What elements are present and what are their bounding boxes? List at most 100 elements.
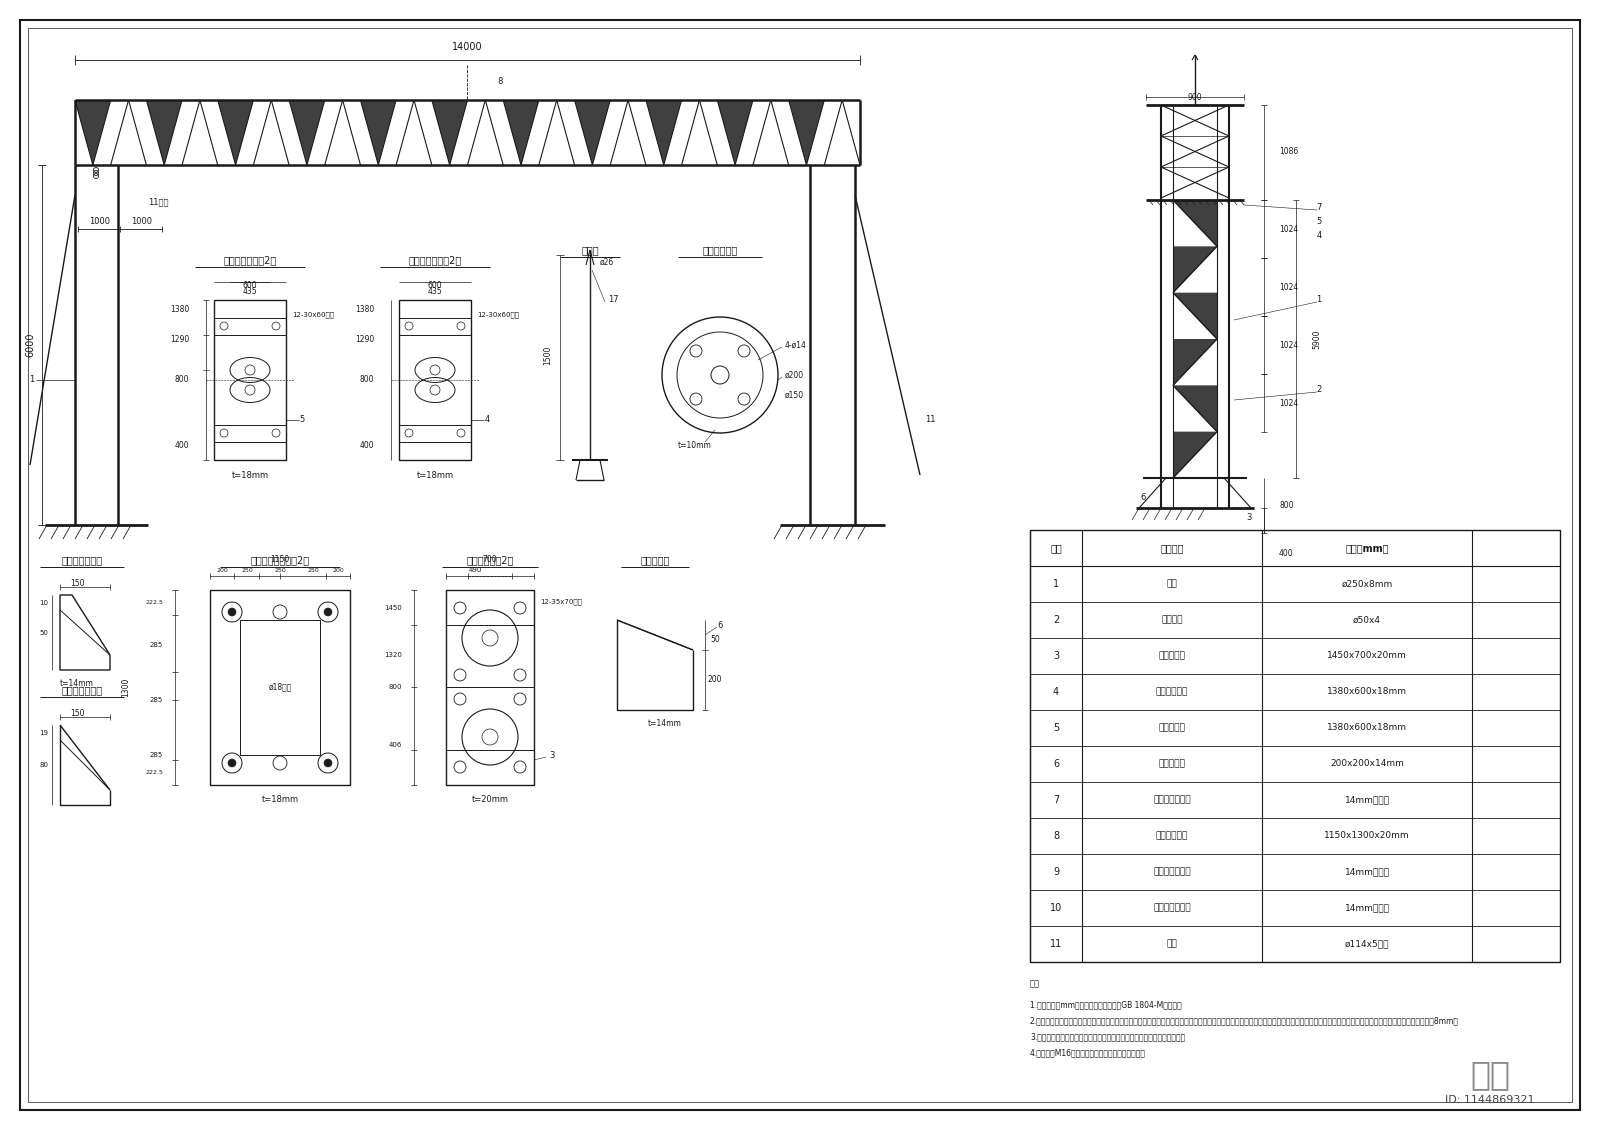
- Bar: [210, 590, 350, 785]
- Polygon shape: [1173, 432, 1218, 478]
- Text: 6: 6: [1141, 493, 1146, 502]
- Text: 285: 285: [150, 642, 163, 648]
- Polygon shape: [1173, 247, 1218, 293]
- Text: 14mm厚钢板: 14mm厚钢板: [1344, 904, 1389, 913]
- Text: 2.焊缝采用围焊（满焊）连接，焊缝采用连续施焊，不得有未渗化、未焊透、气泡、裂纹、烧穿等焊接缺陷。焊缝坡平留可靠，并磨平搭接处焊缝。加劲板采用双面角焊缝。所有焊: 2.焊缝采用围焊（满焊）连接，焊缝采用连续施焊，不得有未渗化、未焊透、气泡、裂纹…: [1030, 1016, 1459, 1025]
- Text: 6: 6: [717, 621, 723, 630]
- Text: 19: 19: [40, 729, 48, 736]
- Text: 600: 600: [243, 280, 258, 290]
- Text: 横梁法兰一: 横梁法兰一: [1158, 724, 1186, 733]
- Text: 285: 285: [150, 752, 163, 758]
- Text: 14000: 14000: [453, 42, 483, 52]
- Text: 主杆: 主杆: [1166, 579, 1178, 588]
- Text: 立柱顶法兰一: 立柱顶法兰一: [1155, 688, 1189, 697]
- Text: 知末: 知末: [1470, 1059, 1510, 1091]
- Text: 对接法兰筋板二: 对接法兰筋板二: [61, 685, 102, 696]
- Text: 3: 3: [1246, 513, 1251, 523]
- Text: 横梁对接法兰: 横梁对接法兰: [1155, 831, 1189, 840]
- Text: t=18mm: t=18mm: [416, 470, 453, 480]
- Text: 14mm厚钢板: 14mm厚钢板: [1344, 867, 1389, 877]
- Text: 10: 10: [40, 601, 48, 606]
- Text: 11: 11: [1050, 939, 1062, 949]
- Text: 8: 8: [1053, 831, 1059, 841]
- Text: 横梁连接法兰：2块: 横梁连接法兰：2块: [224, 254, 277, 265]
- Text: 490: 490: [469, 567, 482, 573]
- Text: ø26: ø26: [600, 258, 614, 267]
- Bar: [1030, 530, 1560, 962]
- Text: 规格（mm）: 规格（mm）: [1346, 543, 1389, 553]
- Text: 50: 50: [40, 630, 48, 636]
- Text: 80: 80: [40, 762, 48, 768]
- Text: 250: 250: [274, 568, 286, 572]
- Text: 材料名称: 材料名称: [1160, 543, 1184, 553]
- Text: 1: 1: [29, 375, 35, 385]
- Text: t=14mm: t=14mm: [648, 718, 682, 727]
- Text: ø150: ø150: [786, 390, 805, 399]
- Text: 立柱顶法兰筋板: 立柱顶法兰筋板: [1154, 795, 1190, 804]
- Text: 9: 9: [1053, 867, 1059, 877]
- Text: 对接法兰筋板二: 对接法兰筋板二: [1154, 904, 1190, 913]
- Text: 400: 400: [174, 440, 189, 449]
- Text: t=10mm: t=10mm: [678, 440, 712, 449]
- Text: 3.焊接组件中，各零部件位置尺寸应准确，并保证各孔位不得有偏移现象；: 3.焊接组件中，各零部件位置尺寸应准确，并保证各孔位不得有偏移现象；: [1030, 1031, 1186, 1041]
- Text: 12-30x60螺孔: 12-30x60螺孔: [291, 312, 334, 318]
- Bar: [398, 300, 470, 460]
- Text: 1320: 1320: [384, 651, 402, 658]
- Text: 7: 7: [1317, 204, 1322, 213]
- Text: 50: 50: [710, 636, 720, 645]
- Text: 底法兰筋板: 底法兰筋板: [1158, 760, 1186, 768]
- Polygon shape: [502, 100, 539, 165]
- Circle shape: [229, 759, 237, 767]
- Polygon shape: [290, 100, 325, 165]
- Text: 1024: 1024: [1278, 398, 1298, 407]
- Text: 对接法兰筋板一: 对接法兰筋板一: [61, 555, 102, 566]
- Text: 4: 4: [1317, 231, 1322, 240]
- Text: 12-30x60螺孔: 12-30x60螺孔: [477, 312, 518, 318]
- Text: 2: 2: [1317, 386, 1322, 395]
- Polygon shape: [1173, 293, 1218, 339]
- Text: 222.5: 222.5: [146, 770, 163, 776]
- Text: 3: 3: [1053, 651, 1059, 661]
- Text: 1290: 1290: [355, 336, 374, 345]
- Text: 立柱底法兰：2块: 立柱底法兰：2块: [466, 555, 514, 566]
- Circle shape: [229, 608, 237, 616]
- Text: 1150: 1150: [270, 555, 290, 564]
- Text: 400: 400: [360, 440, 374, 449]
- Text: 1450x700x20mm: 1450x700x20mm: [1326, 651, 1406, 661]
- Text: 8: 8: [498, 78, 502, 86]
- Text: 400: 400: [1278, 549, 1294, 558]
- Polygon shape: [1173, 339, 1218, 386]
- Text: 对接法兰筋板一: 对接法兰筋板一: [1154, 867, 1190, 877]
- Text: 3: 3: [549, 751, 554, 760]
- Polygon shape: [789, 100, 824, 165]
- Text: 斜撑: 斜撑: [1166, 940, 1178, 949]
- Text: 222.5: 222.5: [146, 599, 163, 604]
- Polygon shape: [1173, 200, 1218, 247]
- Text: t=18mm: t=18mm: [261, 795, 299, 804]
- Text: 1024: 1024: [1278, 224, 1298, 233]
- Text: 11: 11: [925, 415, 936, 424]
- Text: 1150x1300x20mm: 1150x1300x20mm: [1325, 831, 1410, 840]
- Text: 1: 1: [1317, 295, 1322, 304]
- Text: ø50x4: ø50x4: [1354, 615, 1381, 624]
- Text: 1380x600x18mm: 1380x600x18mm: [1326, 724, 1406, 733]
- Text: 1024: 1024: [1278, 283, 1298, 292]
- Text: 200: 200: [216, 568, 227, 572]
- Text: 1500: 1500: [544, 345, 552, 364]
- Text: 5: 5: [1053, 723, 1059, 733]
- Text: 5: 5: [1317, 217, 1322, 226]
- Text: ø18螺孔: ø18螺孔: [269, 682, 291, 691]
- Polygon shape: [646, 100, 682, 165]
- Polygon shape: [1173, 386, 1218, 432]
- Text: 285: 285: [150, 697, 163, 703]
- Text: 1000: 1000: [90, 217, 110, 226]
- Text: 2: 2: [1053, 615, 1059, 625]
- Text: 250: 250: [307, 568, 318, 572]
- Text: 800: 800: [1278, 501, 1293, 509]
- Text: 435: 435: [243, 287, 258, 296]
- Text: 600: 600: [427, 280, 442, 290]
- Text: ø114x5钢管: ø114x5钢管: [1344, 940, 1389, 949]
- Text: 1086: 1086: [1278, 147, 1298, 156]
- Text: 1380: 1380: [170, 305, 189, 314]
- Polygon shape: [717, 100, 754, 165]
